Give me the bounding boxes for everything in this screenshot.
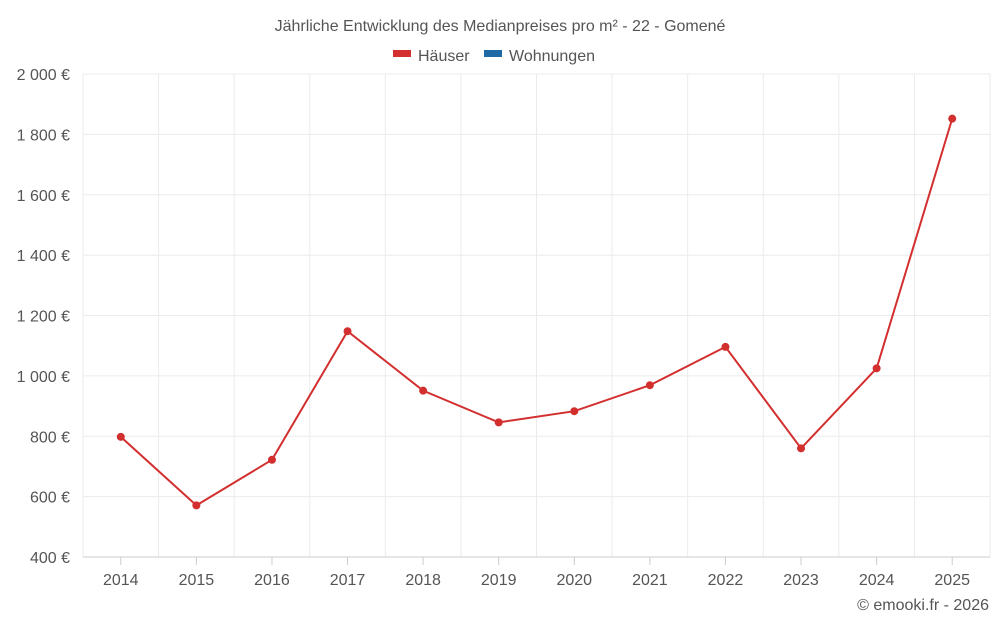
series-houses	[116, 114, 957, 510]
x-tick-label: 2014	[103, 572, 139, 589]
data-point-houses[interactable]	[419, 386, 428, 395]
data-point-houses[interactable]	[872, 364, 881, 373]
legend: Häuser Wohnungen	[393, 48, 595, 65]
y-tick-label: 1 800 €	[17, 127, 70, 144]
credit-text: © emooki.fr - 2026	[857, 597, 989, 614]
x-tick-label: 2017	[330, 572, 366, 589]
data-point-houses[interactable]	[116, 432, 125, 441]
x-tick-label: 2020	[556, 572, 592, 589]
x-axis-ticks: 2014 2015 2016 2017 2018 2019 2020 2021 2022 2023…	[103, 557, 970, 589]
data-point-houses[interactable]	[570, 407, 579, 416]
x-tick-label: 2018	[405, 572, 441, 589]
y-tick-label: 400 €	[30, 550, 70, 567]
data-point-houses[interactable]	[267, 455, 276, 464]
y-tick-label: 600 €	[30, 490, 70, 507]
x-tick-label: 2022	[708, 572, 744, 589]
y-tick-label: 1 200 €	[17, 309, 70, 326]
x-tick-label: 2025	[934, 572, 970, 589]
legend-swatch-houses	[393, 50, 411, 57]
x-tick-label: 2016	[254, 572, 290, 589]
x-tick-label: 2015	[179, 572, 215, 589]
y-tick-label: 1 600 €	[17, 188, 70, 205]
y-tick-label: 1 400 €	[17, 248, 70, 265]
data-point-houses[interactable]	[721, 342, 730, 351]
y-tick-label: 1 000 €	[17, 369, 70, 386]
y-axis-ticks: 400 € 600 € 800 € 1 000 € 1 200 € 1 400 € 1 60…	[17, 67, 70, 567]
data-point-houses[interactable]	[494, 418, 503, 427]
data-point-houses[interactable]	[797, 444, 806, 453]
data-point-houses[interactable]	[948, 114, 957, 123]
x-tick-label: 2019	[481, 572, 517, 589]
data-point-houses[interactable]	[645, 381, 654, 390]
grid	[82, 73, 991, 557]
chart-title: Jährliche Entwicklung des Medianpreises …	[275, 18, 726, 35]
series-line-houses	[120, 118, 954, 507]
legend-label-houses[interactable]: Häuser	[418, 48, 470, 65]
x-tick-label: 2021	[632, 572, 668, 589]
legend-swatch-apartments	[484, 50, 502, 57]
y-tick-label: 2 000 €	[17, 67, 70, 84]
y-tick-label: 800 €	[30, 429, 70, 446]
legend-label-apartments[interactable]: Wohnungen	[509, 48, 595, 65]
x-tick-label: 2024	[859, 572, 895, 589]
data-point-houses[interactable]	[343, 327, 352, 336]
data-point-houses[interactable]	[192, 501, 201, 510]
x-tick-label: 2023	[783, 572, 819, 589]
